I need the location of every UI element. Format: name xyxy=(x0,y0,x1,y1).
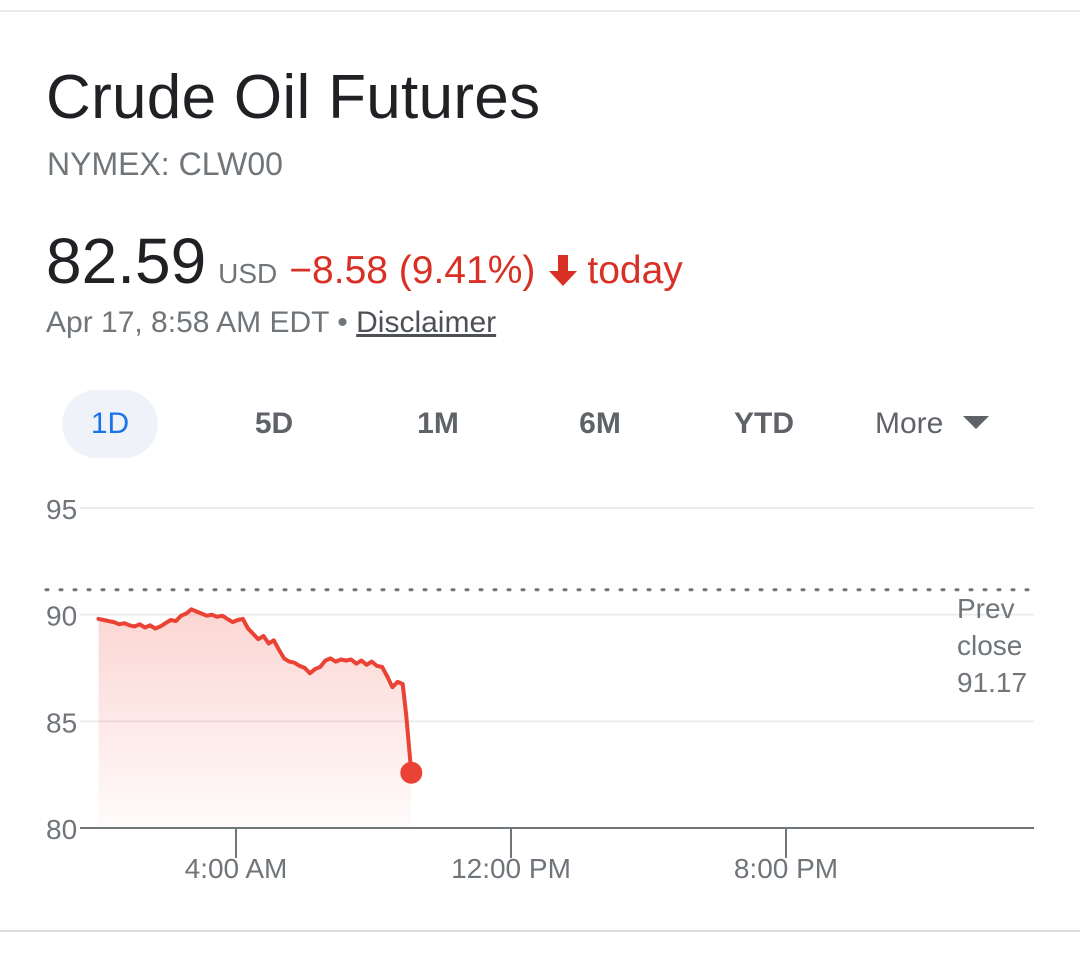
price-area xyxy=(98,609,412,828)
timestamp-row: Apr 17, 8:58 AM EDT • Disclaimer xyxy=(46,306,496,340)
top-divider xyxy=(0,10,1080,12)
price-change: −8.58 (9.41%) xyxy=(289,249,536,292)
disclaimer-link[interactable]: Disclaimer xyxy=(356,306,497,339)
tab-1m[interactable]: 1M xyxy=(417,407,459,440)
range-tabs: 1D 5D 1M 6M YTD More xyxy=(0,390,1080,458)
price-line xyxy=(96,607,414,775)
ticker-symbol: NYMEX: CLW00 xyxy=(47,146,283,182)
arrow-down-icon xyxy=(547,253,579,287)
timestamp: Apr 17, 8:58 AM EDT xyxy=(46,306,329,339)
change-period: today xyxy=(587,249,683,292)
prev-close-value: 91.17 xyxy=(957,667,1027,698)
tab-more-label: More xyxy=(875,407,944,440)
tab-6m[interactable]: 6M xyxy=(579,407,621,440)
y-tick-label: 80 xyxy=(46,814,77,845)
tab-ytd[interactable]: YTD xyxy=(734,407,794,440)
y-tick-label: 90 xyxy=(46,601,77,632)
last-price-point xyxy=(400,761,423,784)
price-chart: 95 90 85 80 Prev close 91.17 4:00 AM 12:00 PM 8:0… xyxy=(44,494,1036,884)
caret-down-icon xyxy=(963,416,990,429)
tab-5d[interactable]: 5D xyxy=(254,407,294,440)
bottom-divider xyxy=(0,930,1080,932)
separator-dot: • xyxy=(337,306,348,339)
currency-label: USD xyxy=(218,258,278,289)
y-tick-label: 95 xyxy=(46,494,77,525)
y-tick-label: 85 xyxy=(46,707,77,738)
current-price: 82.59 xyxy=(46,225,207,297)
x-tick-label: 4:00 AM xyxy=(185,853,288,884)
prev-close-label: Prev xyxy=(957,593,1015,624)
tab-more[interactable]: More xyxy=(875,390,1045,458)
tab-1d[interactable]: 1D xyxy=(62,390,158,458)
x-tick-label: 12:00 PM xyxy=(451,853,571,884)
x-tick-label: 8:00 PM xyxy=(734,853,838,884)
page-title: Crude Oil Futures xyxy=(46,63,541,132)
price-row: 82.59 USD −8.58 (9.41%) today xyxy=(46,224,683,298)
prev-close-label: close xyxy=(957,630,1022,661)
